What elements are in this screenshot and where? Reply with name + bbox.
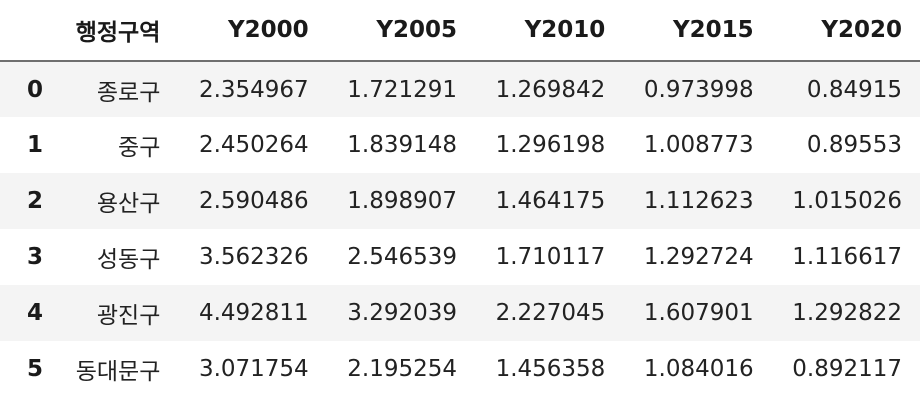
table-header: 행정구역 Y2000 Y2005 Y2010 Y2015 Y2020 <box>0 0 920 62</box>
cell-y2000: 3.562326 <box>198 244 309 270</box>
cell-y2020: 0.89553 <box>806 132 902 158</box>
cell-y2000: 4.492811 <box>198 300 309 326</box>
cell-y2010: 1.456358 <box>495 356 606 382</box>
column-header-y2010: Y2010 <box>475 0 624 62</box>
cell-y2015: 1.008773 <box>643 132 754 158</box>
column-header-y2015: Y2015 <box>623 0 772 62</box>
cell-y2005: 3.292039 <box>347 300 457 326</box>
cell-y2000: 2.354967 <box>198 76 309 103</box>
cell-district: 광진구 <box>96 303 161 329</box>
cell-y2010: 2.227045 <box>495 300 606 326</box>
cell-y2015: 1.112623 <box>643 188 754 214</box>
cell-y2015: 1.292724 <box>643 244 754 270</box>
cell-y2005: 2.195254 <box>347 356 457 382</box>
column-header-y2020: Y2020 <box>771 0 920 62</box>
cell-y2020: 1.015026 <box>792 188 902 214</box>
cell-y2005: 1.721291 <box>347 76 457 103</box>
cell-y2000: 2.450264 <box>198 132 309 158</box>
cell-y2020: 1.116617 <box>792 244 902 270</box>
cell-y2010: 1.464175 <box>495 188 606 214</box>
cell-y2020: 0.84915 <box>806 76 902 103</box>
row-index: 0 <box>27 76 44 103</box>
cell-district: 성동구 <box>96 247 161 273</box>
cell-y2000: 3.071754 <box>198 356 309 382</box>
cell-y2015: 1.607901 <box>643 300 754 326</box>
table-row: 2 용산구 2.590486 1.898907 1.464175 1.11262… <box>0 173 920 229</box>
table-row: 0 종로구 2.354967 1.721291 1.269842 0.97399… <box>0 61 920 117</box>
index-header <box>0 0 61 62</box>
table-body: 0 종로구 2.354967 1.721291 1.269842 0.97399… <box>0 61 920 397</box>
header-row: 행정구역 Y2000 Y2005 Y2010 Y2015 Y2020 <box>0 0 920 62</box>
cell-y2005: 2.546539 <box>347 244 457 270</box>
cell-y2020: 1.292822 <box>792 300 902 326</box>
cell-district: 용산구 <box>96 191 161 217</box>
row-index: 2 <box>27 188 44 214</box>
table-row: 3 성동구 3.562326 2.546539 1.710117 1.29272… <box>0 229 920 285</box>
column-header-y2000: Y2000 <box>178 0 327 62</box>
cell-y2010: 1.296198 <box>495 132 606 158</box>
row-index: 4 <box>27 300 44 326</box>
cell-y2015: 1.084016 <box>643 356 754 382</box>
table-row: 5 동대문구 3.071754 2.195254 1.456358 1.0840… <box>0 341 920 397</box>
cell-district: 종로구 <box>96 79 161 106</box>
cell-district: 동대문구 <box>75 359 161 385</box>
row-index: 1 <box>27 132 44 158</box>
cell-y2020: 0.892117 <box>792 356 902 382</box>
column-header-district: 행정구역 <box>60 0 179 62</box>
row-index: 3 <box>27 244 44 270</box>
table-row: 1 중구 2.450264 1.839148 1.296198 1.008773… <box>0 117 920 173</box>
row-index: 5 <box>27 356 44 382</box>
cell-y2005: 1.898907 <box>347 188 457 214</box>
cell-y2010: 1.710117 <box>495 244 606 270</box>
cell-y2000: 2.590486 <box>198 188 309 214</box>
cell-y2010: 1.269842 <box>495 76 606 103</box>
cell-district: 중구 <box>118 135 161 161</box>
column-header-y2005: Y2005 <box>326 0 475 62</box>
cell-y2005: 1.839148 <box>347 132 457 158</box>
cell-y2015: 0.973998 <box>643 76 754 103</box>
table-row: 4 광진구 4.492811 3.292039 2.227045 1.60790… <box>0 285 920 341</box>
